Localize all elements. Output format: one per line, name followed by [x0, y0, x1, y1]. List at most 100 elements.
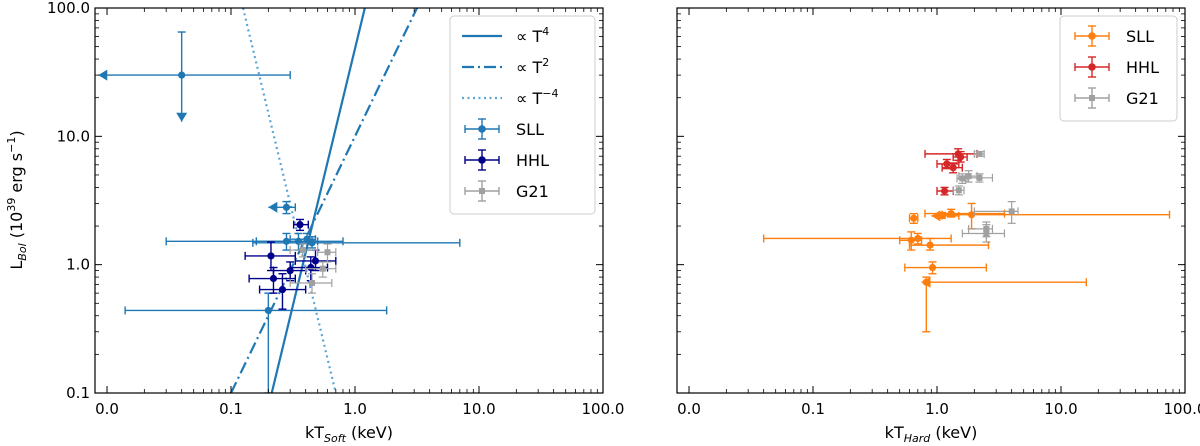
legend-entry-label: G21	[1126, 89, 1159, 108]
x-tick-label: 10.0	[462, 400, 495, 418]
data-point	[98, 31, 291, 122]
marker	[324, 249, 331, 256]
data-point	[964, 173, 994, 183]
power-law-line-T-4	[241, 8, 337, 393]
data-point	[936, 186, 954, 196]
data-point	[289, 243, 319, 258]
right-plot-marks	[762, 148, 1171, 333]
marker	[1008, 208, 1015, 215]
upper-limit-arrow	[176, 112, 188, 122]
series-g21	[289, 243, 337, 294]
data-point	[952, 185, 965, 196]
series-g21	[952, 149, 1019, 243]
legend-entry-label: ∝ T4	[516, 25, 549, 46]
y-tick-label: 100.0	[47, 0, 90, 17]
legend-marker-swatch	[464, 149, 500, 171]
x-tick-label: 10.0	[1044, 400, 1077, 418]
right-axis-ticks: 0.0 0.1 1.0 10.0 100.0	[677, 7, 1200, 418]
marker	[309, 279, 316, 286]
left-y-axis-label: LBol (1039 erg s−1)	[5, 130, 29, 269]
data-point	[305, 261, 337, 278]
marker	[286, 266, 294, 275]
marker	[976, 150, 983, 157]
left-plot-marks	[98, 8, 461, 393]
y-tick-label: 10.0	[57, 127, 90, 145]
data-point	[952, 150, 968, 163]
marker	[907, 236, 915, 244]
upper-limit-arrow	[98, 69, 108, 81]
data-point	[252, 236, 461, 249]
marker	[269, 274, 278, 283]
data-point	[921, 276, 1088, 333]
marker	[967, 211, 976, 219]
upper-limit-arrow	[931, 210, 941, 222]
marker	[943, 160, 951, 168]
marker	[308, 239, 316, 247]
marker	[278, 285, 287, 294]
data-point	[317, 243, 337, 263]
y-tick-label: 1.0	[66, 256, 90, 274]
right-x-axis-label: kTHard (keV)	[885, 423, 978, 445]
x-tick-label: 1.0	[925, 400, 949, 418]
data-point	[931, 210, 960, 222]
data-point	[973, 201, 1019, 224]
x-tick-label: 0.0	[677, 400, 701, 418]
marker	[319, 265, 326, 272]
data-point	[956, 173, 968, 184]
power-law-line-T2	[230, 8, 418, 393]
data-point	[124, 292, 388, 393]
y-tick-label: 0.1	[66, 384, 90, 402]
legend-entry-label: G21	[516, 182, 549, 201]
legend-marker-swatch	[1074, 25, 1110, 47]
marker	[965, 173, 972, 180]
right-panel: 0.0 0.1 1.0 10.0 100.0 kTHard (keV) SLL HHL G2…	[676, 7, 1200, 445]
data-point	[961, 224, 1006, 243]
legend-box	[1059, 15, 1178, 122]
series-sll	[762, 202, 1171, 333]
x-tick-label: 100.0	[1164, 400, 1200, 418]
data-point	[268, 200, 297, 215]
legend-marker-swatch	[1074, 87, 1110, 109]
marker	[178, 71, 186, 79]
plot-area	[98, 8, 461, 393]
x-tick-label: 0.1	[219, 400, 243, 418]
right-legend: SLL HHL G21	[1059, 15, 1178, 122]
left-legend: ∝ T4 ∝ T2 ∝ T−4 SLL HHL G21	[449, 15, 596, 215]
x-tick-label: 0.1	[801, 400, 825, 418]
data-point	[973, 149, 985, 158]
data-point	[292, 218, 309, 232]
marker	[955, 187, 962, 194]
data-point	[908, 212, 919, 225]
legend-box	[449, 15, 596, 215]
marker	[983, 230, 990, 237]
marker	[949, 164, 957, 172]
marker	[296, 221, 304, 229]
marker	[976, 174, 983, 181]
marker	[914, 234, 922, 243]
data-point	[941, 162, 964, 174]
marker	[299, 247, 306, 254]
legend-entry-label: SLL	[1126, 27, 1154, 46]
data-point	[244, 241, 297, 272]
marker	[267, 252, 275, 260]
legend-entry-label: SLL	[516, 120, 544, 139]
legend-marker-swatch	[464, 180, 500, 202]
legend-entry-label: ∝ T2	[516, 56, 549, 77]
marker	[922, 278, 930, 286]
legend-entry-label: HHL	[516, 151, 549, 170]
data-point	[762, 232, 952, 245]
legend-marker-swatch	[464, 118, 500, 140]
marker	[311, 257, 320, 265]
marker	[307, 263, 315, 272]
data-point	[924, 148, 978, 162]
data-point	[908, 237, 990, 251]
power-law-line-T4	[270, 8, 366, 393]
series-hhl	[244, 218, 337, 310]
marker	[959, 175, 966, 182]
marker	[926, 241, 934, 249]
marker	[282, 203, 291, 211]
legend-marker-swatch	[1074, 56, 1110, 78]
marker	[957, 153, 965, 161]
marker	[264, 306, 272, 315]
